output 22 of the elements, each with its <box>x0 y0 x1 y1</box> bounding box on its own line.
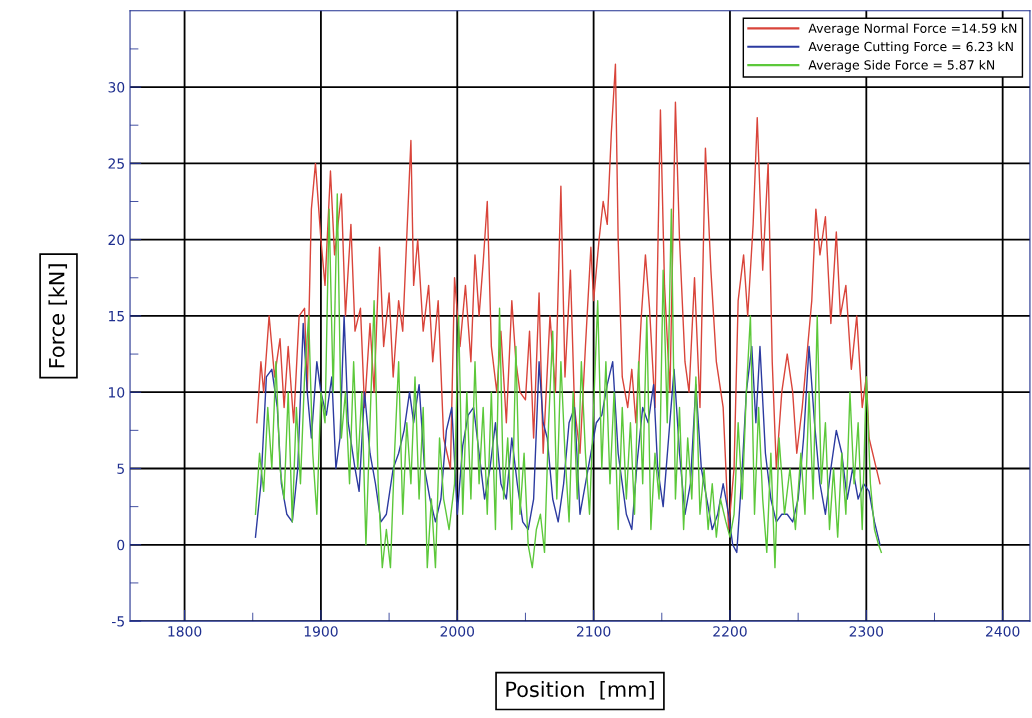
y-tick-label: 20 <box>108 234 125 246</box>
y-tick-label: 25 <box>108 158 124 169</box>
x-tick-label: 2100 <box>576 626 611 637</box>
line-series <box>254 193 883 569</box>
legend-label: Average Cutting Force = 6.23 kN <box>808 41 1013 54</box>
x-tick-label: 1800 <box>168 626 202 637</box>
x-tick-label: 2200 <box>713 626 747 637</box>
y-axis-title: Force [kN] <box>48 264 68 368</box>
x-tick-label: 2000 <box>440 626 475 637</box>
y-tick-label: 15 <box>109 311 124 322</box>
line-series <box>254 315 881 554</box>
y-tick-label: 10 <box>109 387 125 398</box>
legend-label: Average Side Force = 5.87 kN <box>808 59 995 73</box>
y-tick-label: 30 <box>108 82 125 93</box>
x-tick-label: 2300 <box>849 626 884 637</box>
x-axis-title: Position [mm] <box>506 681 654 700</box>
legend-label: Average Normal Force =14.59 kN <box>808 23 1017 36</box>
x-tick-label: 2400 <box>986 626 1020 637</box>
y-tick-label: -5 <box>112 616 124 627</box>
x-tick-label: 1900 <box>304 626 338 637</box>
y-tick-label: 5 <box>117 463 124 474</box>
y-tick-label: 0 <box>117 539 125 551</box>
